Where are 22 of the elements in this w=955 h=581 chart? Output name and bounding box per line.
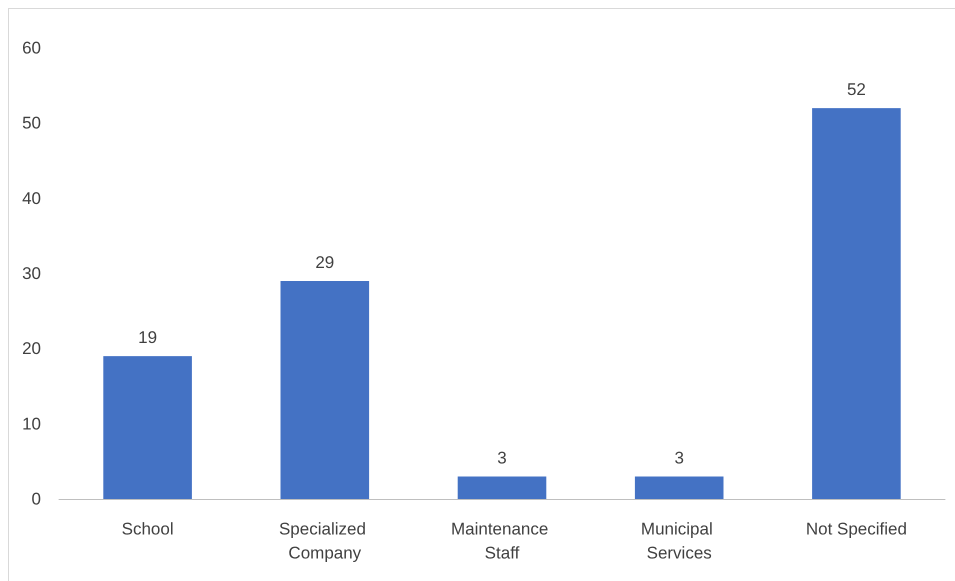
x-tick-label: Not Specified <box>806 520 907 538</box>
y-tick-label: 30 <box>22 264 41 283</box>
y-tick-label: 60 <box>22 38 41 58</box>
data-label: 19 <box>138 328 158 348</box>
y-tick-label: 50 <box>22 114 41 133</box>
bar <box>812 108 901 499</box>
data-label: 3 <box>674 448 684 468</box>
bar <box>458 476 546 499</box>
data-label: 3 <box>497 448 507 468</box>
y-tick-label: 20 <box>22 339 41 358</box>
bar <box>280 281 370 499</box>
y-tick-label: 0 <box>32 490 41 508</box>
data-label: 29 <box>315 253 334 272</box>
x-tick-label: School <box>122 520 174 538</box>
bar <box>103 356 192 499</box>
y-tick-label: 10 <box>22 414 41 434</box>
x-tick-label: Municipal Services <box>640 520 718 562</box>
x-tick-label: Maintenance Staff <box>450 520 554 562</box>
data-label: 52 <box>846 80 866 100</box>
y-tick-label: 40 <box>22 188 41 208</box>
x-tick-label: Specialized Company <box>278 520 371 562</box>
bar <box>634 476 724 499</box>
